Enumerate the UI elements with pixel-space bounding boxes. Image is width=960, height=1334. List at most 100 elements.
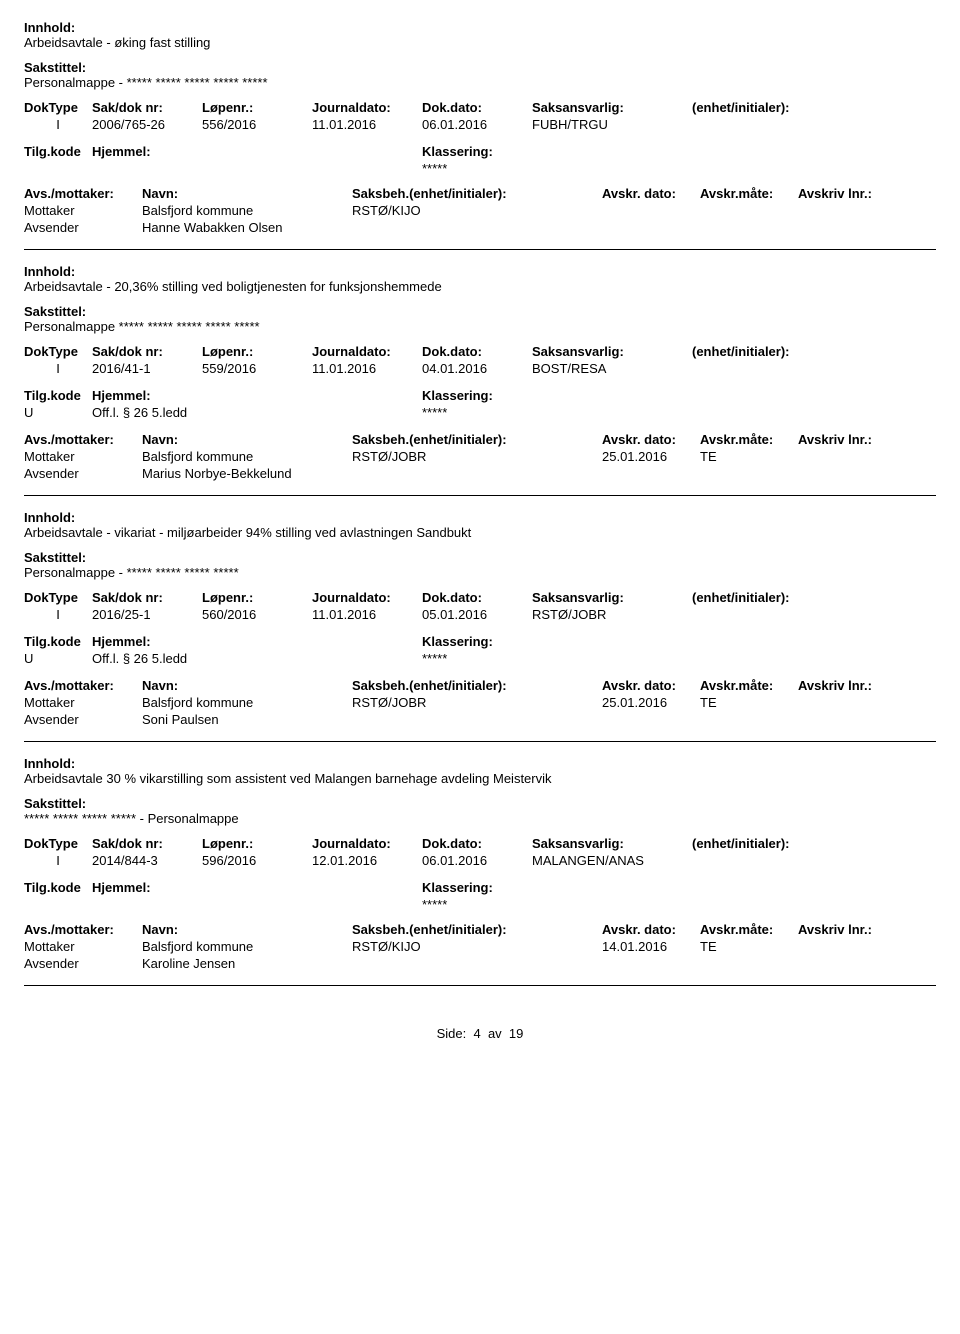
- party-role: Mottaker: [24, 449, 142, 464]
- innhold-label: Innhold:: [24, 264, 936, 279]
- page-footer: Side: 4 av 19: [24, 1026, 936, 1041]
- saksans-value: RSTØ/JOBR: [532, 607, 692, 622]
- tilg-row: Tilg.kode Hjemmel: Klassering:: [24, 634, 936, 649]
- tilg-row: Tilg.kode Hjemmel: Klassering:: [24, 388, 936, 403]
- hjemmel-spacer: [202, 634, 422, 649]
- footer-side: Side:: [437, 1026, 467, 1041]
- sakdok-value: 2016/41-1: [92, 361, 202, 376]
- innhold-label: Innhold:: [24, 510, 936, 525]
- lopenr-value: 560/2016: [202, 607, 312, 622]
- innhold-value: Arbeidsavtale - vikariat - miljøarbeider…: [24, 525, 936, 540]
- party-avskrdato: 14.01.2016: [602, 939, 700, 954]
- party-avskrdato: 25.01.2016: [602, 449, 700, 464]
- enhet-value: [692, 361, 832, 376]
- klassering-label: Klassering:: [422, 634, 532, 649]
- tilgkode-label: Tilg.kode: [24, 634, 92, 649]
- innhold-label: Innhold:: [24, 20, 936, 35]
- navn-label: Navn:: [142, 678, 352, 693]
- doktype-header: DokType: [24, 590, 92, 605]
- journal-header: Journaldato:: [312, 100, 422, 115]
- enhet-header: (enhet/initialer):: [692, 590, 832, 605]
- footer-page: 4: [473, 1026, 480, 1041]
- hjemmel-value: Off.l. § 26 5.ledd: [92, 651, 422, 666]
- klassering-value: *****: [422, 897, 936, 912]
- dokdato-value: 06.01.2016: [422, 853, 532, 868]
- party-saksbeh: [352, 220, 602, 235]
- hjemmel-value: Off.l. § 26 5.ledd: [92, 405, 422, 420]
- party-row: Mottaker Balsfjord kommune RSTØ/JOBR 25.…: [24, 695, 936, 710]
- doktype-value: I: [24, 117, 92, 132]
- dokdato-value: 06.01.2016: [422, 117, 532, 132]
- party-saksbeh: [352, 466, 602, 481]
- party-name: Karoline Jensen: [142, 956, 352, 971]
- avskrmate-label: Avskr.måte:: [700, 922, 798, 937]
- innhold-label: Innhold:: [24, 756, 936, 771]
- party-saksbeh: RSTØ/KIJO: [352, 939, 602, 954]
- lopenr-value: 559/2016: [202, 361, 312, 376]
- innhold-value: Arbeidsavtale - 20,36% stilling ved boli…: [24, 279, 936, 294]
- party-avskrdato: 25.01.2016: [602, 695, 700, 710]
- tilgkode-value: U: [24, 405, 92, 420]
- saksbeh-label: Saksbeh.(enhet/initialer):: [352, 432, 507, 447]
- dokdato-header: Dok.dato:: [422, 344, 532, 359]
- klassering-label: Klassering:: [422, 144, 532, 159]
- footer-total: 19: [509, 1026, 523, 1041]
- klassering-value: *****: [422, 405, 447, 420]
- saksans-header: Saksansvarlig:: [532, 590, 692, 605]
- journal-entry: Innhold: Arbeidsavtale - 20,36% stilling…: [24, 264, 936, 481]
- journal-value: 12.01.2016: [312, 853, 422, 868]
- saksans-value: MALANGEN/ANAS: [532, 853, 692, 868]
- journal-value: 11.01.2016: [312, 117, 422, 132]
- sakdok-header: Sak/dok nr:: [92, 590, 202, 605]
- klassering-label: Klassering:: [422, 880, 532, 895]
- doktype-value: I: [24, 853, 92, 868]
- party-avskrdato: [602, 203, 700, 218]
- meta-header-row: DokType Sak/dok nr: Løpenr.: Journaldato…: [24, 100, 936, 115]
- tilgkode-value: U: [24, 651, 92, 666]
- avsmottaker-label: Avs./mottaker:: [24, 922, 142, 937]
- divider: [24, 495, 936, 496]
- hjemmel-label: Hjemmel:: [92, 388, 202, 403]
- sakdok-value: 2014/844-3: [92, 853, 202, 868]
- saksbeh-label: Saksbeh.(enhet/initialer):: [352, 678, 507, 693]
- avsmottaker-label: Avs./mottaker:: [24, 186, 142, 201]
- saksans-value: FUBH/TRGU: [532, 117, 692, 132]
- lopenr-header: Løpenr.:: [202, 344, 312, 359]
- saksans-header: Saksansvarlig:: [532, 836, 692, 851]
- meta-header-row: DokType Sak/dok nr: Løpenr.: Journaldato…: [24, 836, 936, 851]
- journal-entry: Innhold: Arbeidsavtale - øking fast stil…: [24, 20, 936, 235]
- party-role: Mottaker: [24, 695, 142, 710]
- divider: [24, 249, 936, 250]
- avsmottaker-label: Avs./mottaker:: [24, 432, 142, 447]
- party-name: Balsfjord kommune: [142, 695, 352, 710]
- dokdato-header: Dok.dato:: [422, 836, 532, 851]
- sakdok-header: Sak/dok nr:: [92, 836, 202, 851]
- doktype-header: DokType: [24, 100, 92, 115]
- party-saksbeh: [352, 956, 602, 971]
- sakstittel-label: Sakstittel:: [24, 60, 936, 75]
- doktype-header: DokType: [24, 344, 92, 359]
- sakstittel-label: Sakstittel:: [24, 796, 936, 811]
- sakstittel-label: Sakstittel:: [24, 550, 936, 565]
- sakstittel-value: ***** ***** ***** ***** - Personalmappe: [24, 811, 936, 826]
- meta-data-row: I 2014/844-3 596/2016 12.01.2016 06.01.2…: [24, 853, 936, 868]
- party-role: Avsender: [24, 466, 142, 481]
- footer-av: av: [488, 1026, 502, 1041]
- party-name: Balsfjord kommune: [142, 939, 352, 954]
- journal-value: 11.01.2016: [312, 607, 422, 622]
- party-saksbeh: RSTØ/JOBR: [352, 449, 602, 464]
- sakstittel-value: Personalmappe - ***** ***** ***** ***** …: [24, 75, 936, 90]
- enhet-value: [692, 853, 832, 868]
- avskrivlnr-label: Avskriv lnr.:: [798, 432, 896, 447]
- innhold-value: Arbeidsavtale - øking fast stilling: [24, 35, 936, 50]
- navn-label: Navn:: [142, 922, 352, 937]
- party-row: Avsender Marius Norbye-Bekkelund: [24, 466, 936, 481]
- meta-header-row: DokType Sak/dok nr: Løpenr.: Journaldato…: [24, 590, 936, 605]
- party-role: Avsender: [24, 220, 142, 235]
- party-role: Avsender: [24, 956, 142, 971]
- enhet-header: (enhet/initialer):: [692, 836, 832, 851]
- journal-header: Journaldato:: [312, 836, 422, 851]
- avskrivlnr-label: Avskriv lnr.:: [798, 186, 896, 201]
- party-avskrmate: TE: [700, 449, 798, 464]
- sakstittel-label: Sakstittel:: [24, 304, 936, 319]
